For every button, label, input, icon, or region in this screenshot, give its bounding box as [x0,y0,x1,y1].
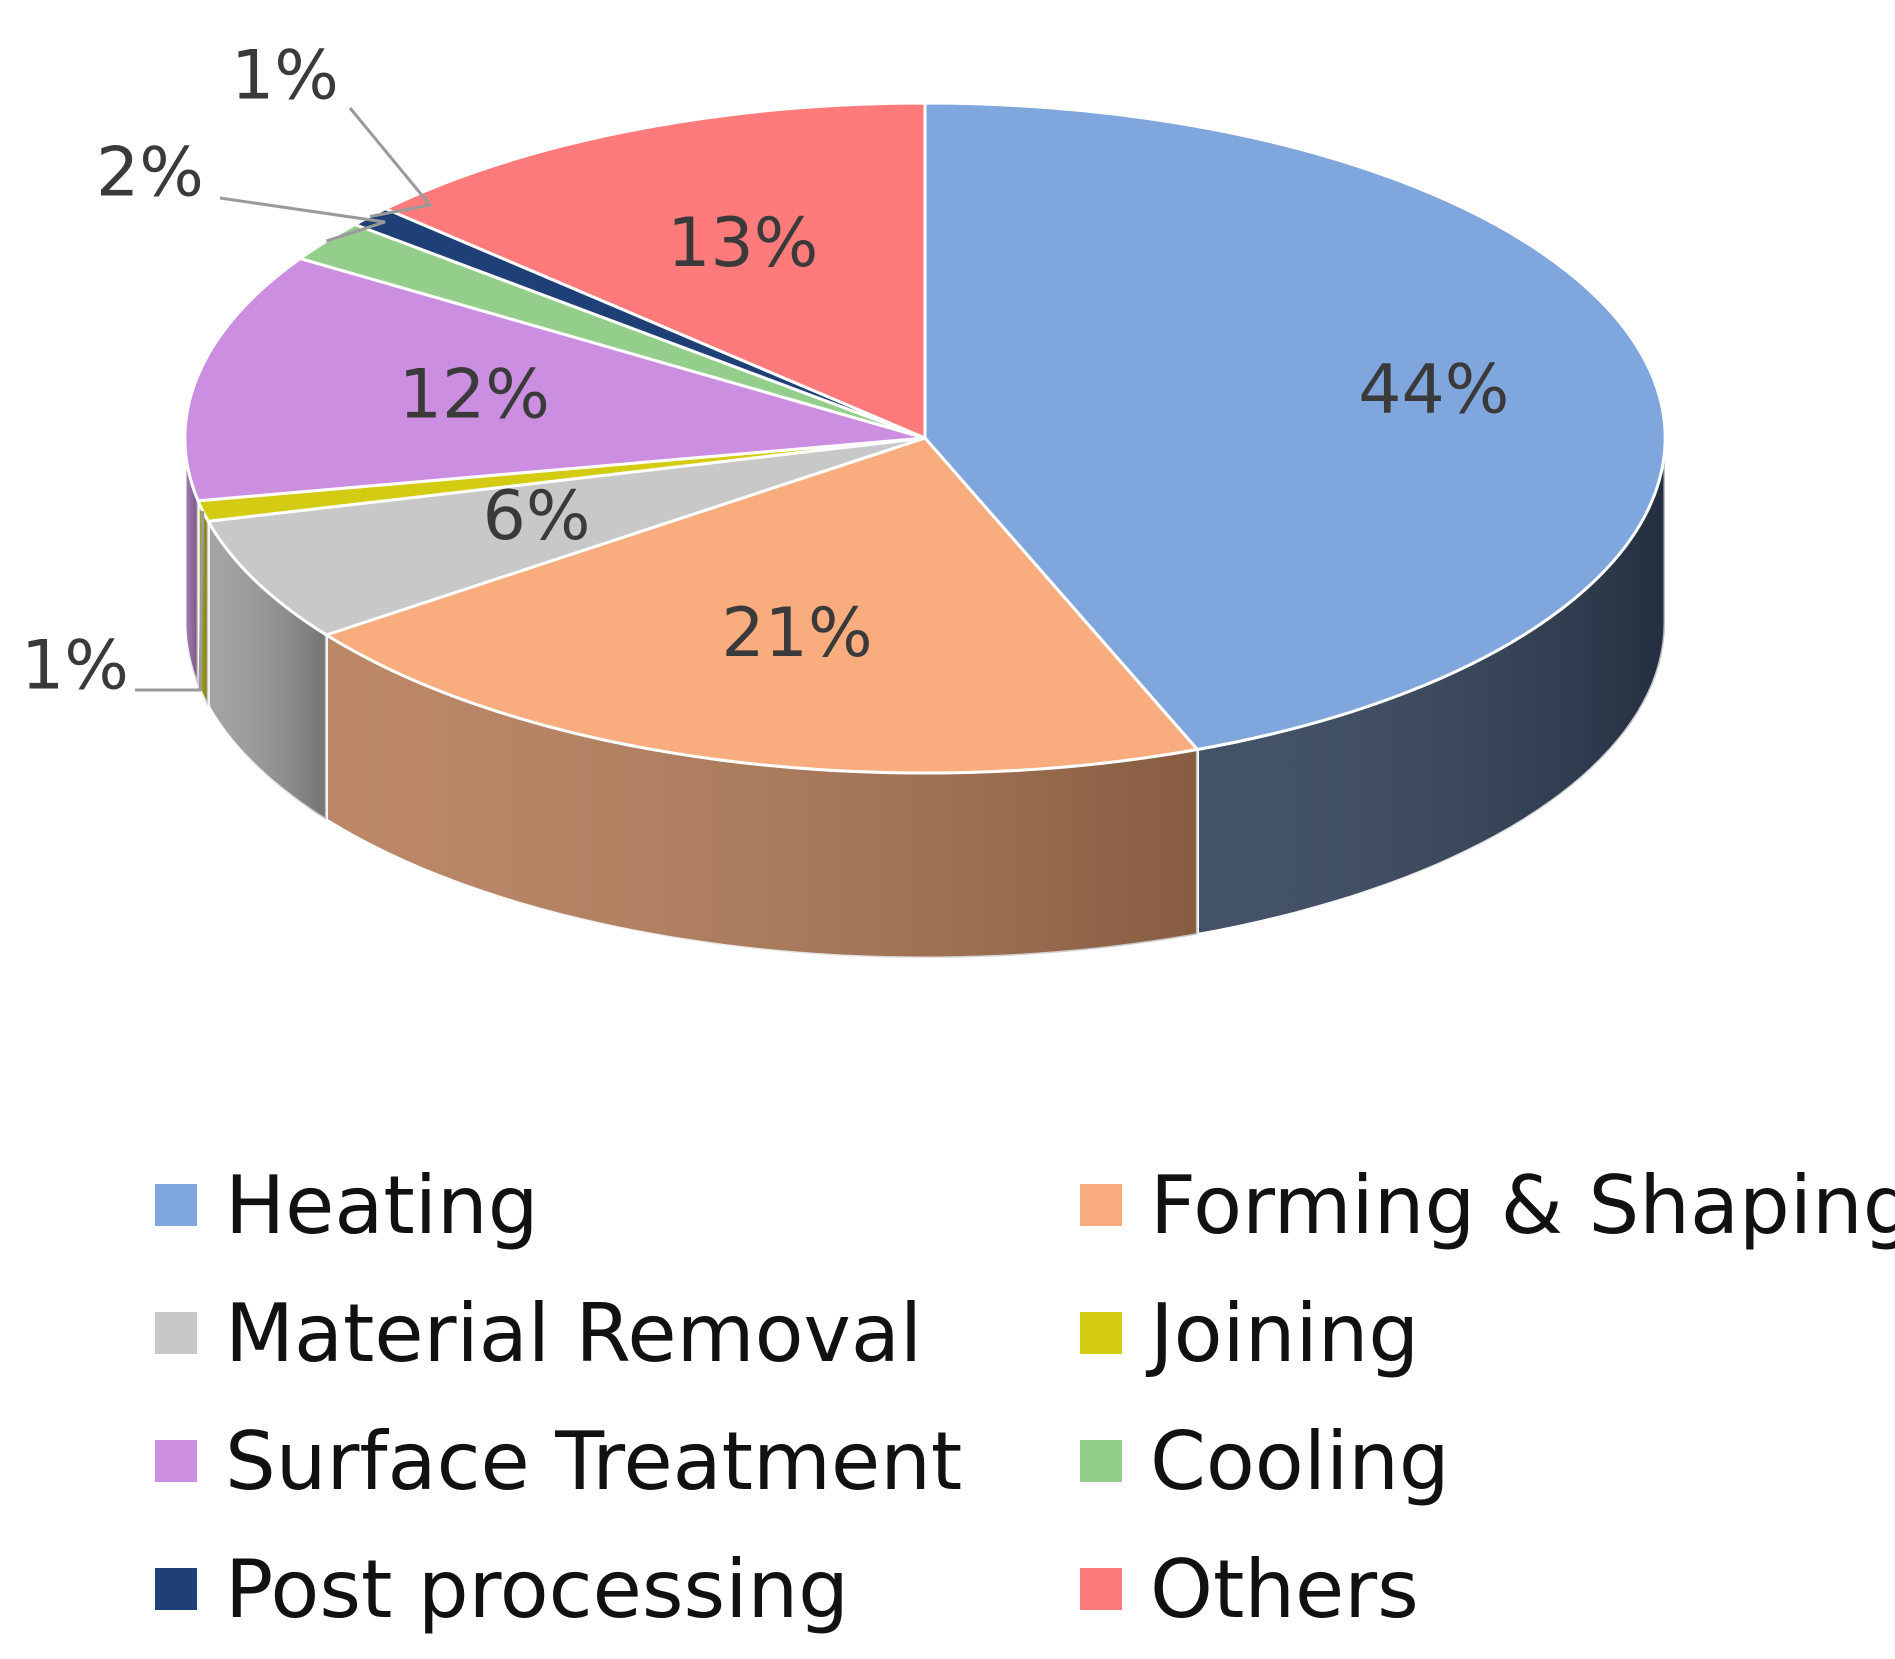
leader-line-cooling [219,196,386,243]
legend-swatch [155,1184,197,1226]
legend-swatch [155,1568,197,1610]
legend-item-cooling: Cooling [1080,1404,1875,1518]
leader-lines [135,107,433,692]
legend-label: Material Removal [225,1286,923,1380]
legend-item-joining: Joining [1080,1276,1875,1390]
legend-label: Surface Treatment [225,1414,963,1508]
legend-item-others: Others [1080,1532,1875,1646]
legend-item-forming-shaping: Forming & Shaping [1080,1148,1895,1262]
pie-side-walls [183,437,1667,960]
data-label-forming-shaping: 21% [721,594,872,673]
data-label-others: 13% [667,204,818,283]
side-shade-heating [1197,438,1665,935]
legend-item-heating: Heating [155,1148,1080,1262]
legend-item-post-processing: Post processing [155,1532,1080,1646]
side-shade-material-removal [208,521,327,820]
legend-item-surface-treatment: Surface Treatment [155,1404,1080,1518]
slice-others [381,101,927,441]
data-labels: 44% 21% 6% 1% 12% 2% 1% 13% [21,37,1509,706]
data-label-material-removal: 6% [483,477,591,556]
leader-line-post-processing [348,107,433,218]
slice-surface-treatment [183,256,926,503]
data-label-surface-treatment: 12% [399,356,550,435]
slice-forming-shaping [322,436,1201,775]
legend-label: Cooling [1150,1414,1450,1508]
legend-item-material-removal: Material Removal [155,1276,1080,1390]
data-label-post-processing: 1% [231,37,339,116]
legend-label: Post processing [225,1542,849,1636]
pie-chart: 44% 21% 6% 1% 12% 2% 1% 13% [21,37,1667,960]
legend-swatch [1080,1312,1122,1354]
side-shade-forming-shaping [326,634,1198,958]
legend-swatch [155,1440,197,1482]
legend-label: Joining [1150,1286,1420,1380]
legend-swatch [1080,1568,1122,1610]
data-label-heating: 44% [1358,351,1509,430]
legend-swatch [1080,1184,1122,1226]
data-label-joining: 1% [21,627,129,706]
legend-label: Forming & Shaping [1150,1158,1895,1252]
leader-line-joining [135,511,205,692]
pie-top-faces [183,101,1667,775]
legend-label: Heating [225,1158,539,1252]
legend: Heating Forming & Shaping Material Remov… [155,1148,1895,1646]
legend-label: Others [1150,1542,1419,1636]
slice-heating [923,101,1667,752]
legend-swatch [1080,1440,1122,1482]
slice-material-removal [205,436,926,637]
legend-swatch [155,1312,197,1354]
side-shade-surface-treatment [185,438,199,686]
data-label-cooling: 2% [96,134,204,213]
